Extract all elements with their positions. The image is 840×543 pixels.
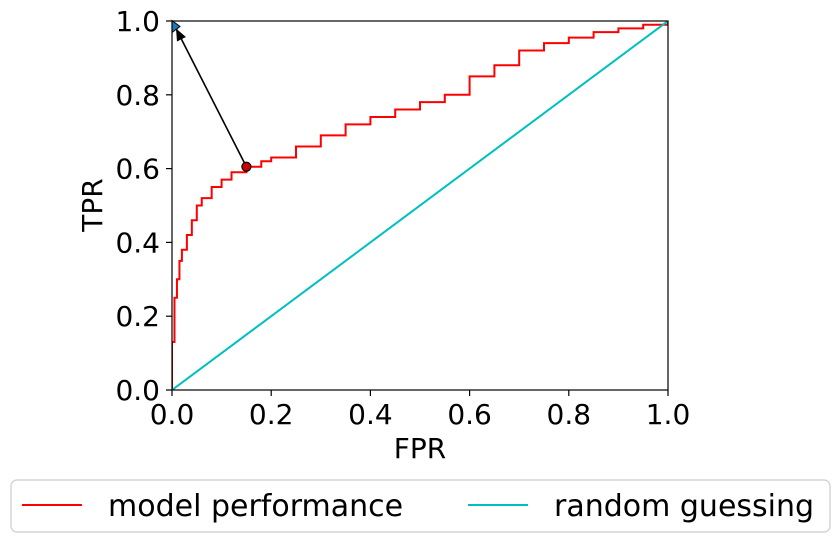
annotation-layer xyxy=(171,19,252,172)
y-tick-label: 1.0 xyxy=(115,5,160,38)
y-tick-label: 0.6 xyxy=(115,153,160,186)
arrow-line xyxy=(175,28,248,168)
x-tick-label: 0.8 xyxy=(547,398,592,431)
ideal-point-marker xyxy=(171,19,181,34)
x-tick-label: 0.6 xyxy=(447,398,492,431)
legend-label-model-performance: model performance xyxy=(108,489,403,524)
operating-point-marker xyxy=(241,161,252,172)
x-tick-label: 0.4 xyxy=(348,398,393,431)
plot-frame xyxy=(171,20,669,391)
y-tick-label: 0.2 xyxy=(115,300,160,333)
x-axis-label: FPR xyxy=(394,432,446,465)
series-line-random-guessing xyxy=(172,21,668,390)
y-tick-label: 0.0 xyxy=(115,374,160,407)
x-tick-label: 0.0 xyxy=(150,398,195,431)
x-tick-label: 1.0 xyxy=(646,398,691,431)
legend: model performance random guessing xyxy=(10,479,831,533)
series-layer xyxy=(172,21,668,390)
series-line-model-performance xyxy=(172,21,668,390)
tick-layer: 0.0 0.2 0.4 0.6 0.8 1.0 0.0 0.2 0.4 0.6 0.8 1.0 xyxy=(115,5,690,431)
y-tick-label: 0.4 xyxy=(115,226,160,259)
legend-label-random-guessing: random guessing xyxy=(554,489,814,524)
y-axis-label: TPR xyxy=(76,178,109,232)
arrow-head xyxy=(176,28,186,42)
y-tick-label: 0.8 xyxy=(115,79,160,112)
x-tick-label: 0.2 xyxy=(249,398,294,431)
legend-box xyxy=(10,479,831,533)
